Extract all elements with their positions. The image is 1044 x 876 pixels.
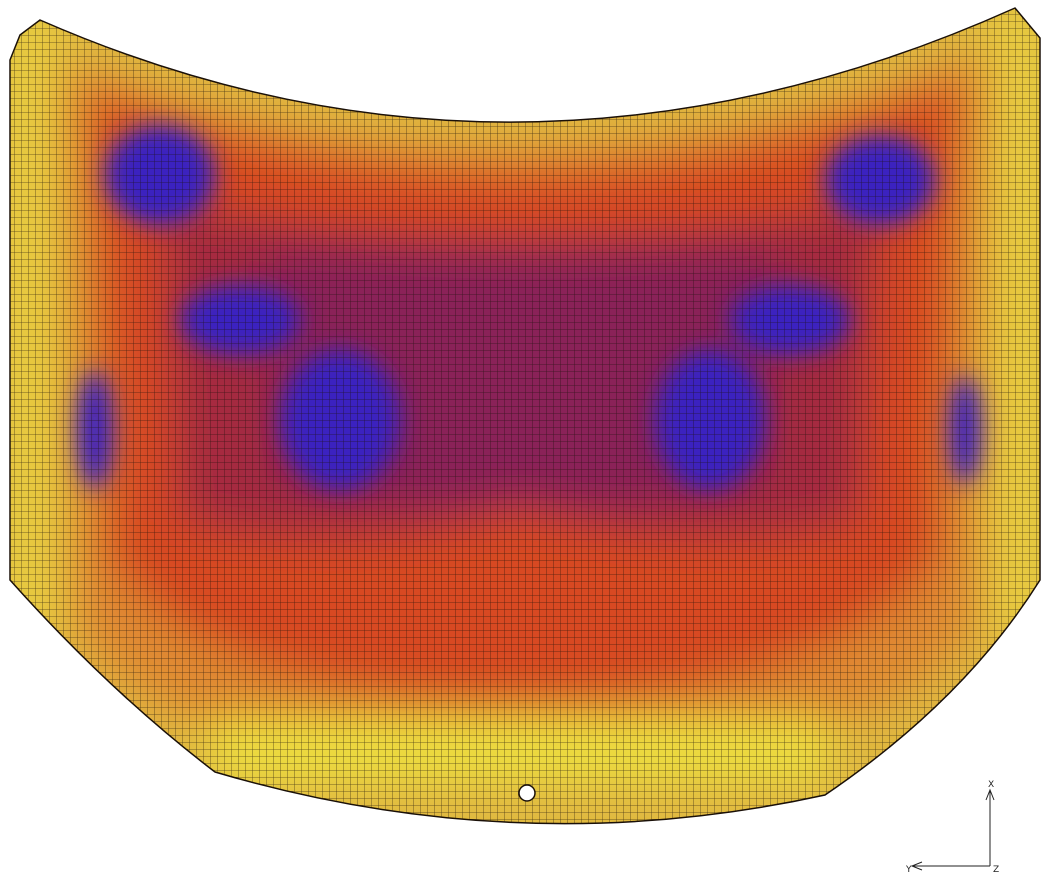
fea-view: X Y Z bbox=[0, 0, 1044, 876]
hood-hole bbox=[519, 785, 535, 801]
triad-label: Z bbox=[993, 865, 999, 875]
triad-label: X bbox=[988, 780, 994, 790]
axis-triad bbox=[912, 790, 994, 870]
triad-label: Y bbox=[905, 865, 912, 875]
page: X Y Z (() => { const data = JSON.parse(d… bbox=[0, 0, 1044, 876]
hood-contour bbox=[0, 0, 1044, 876]
